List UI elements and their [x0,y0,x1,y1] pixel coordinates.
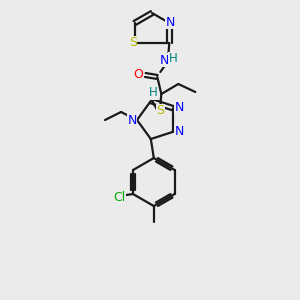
Text: N: N [160,53,169,67]
Text: S: S [129,37,137,50]
Text: Cl: Cl [113,190,125,203]
Text: O: O [134,68,143,80]
Text: N: N [166,16,175,28]
Text: S: S [156,104,164,118]
Text: N: N [127,113,137,127]
Text: H: H [149,86,158,100]
Text: N: N [175,125,184,138]
Text: H: H [169,52,178,65]
Text: N: N [175,101,184,114]
